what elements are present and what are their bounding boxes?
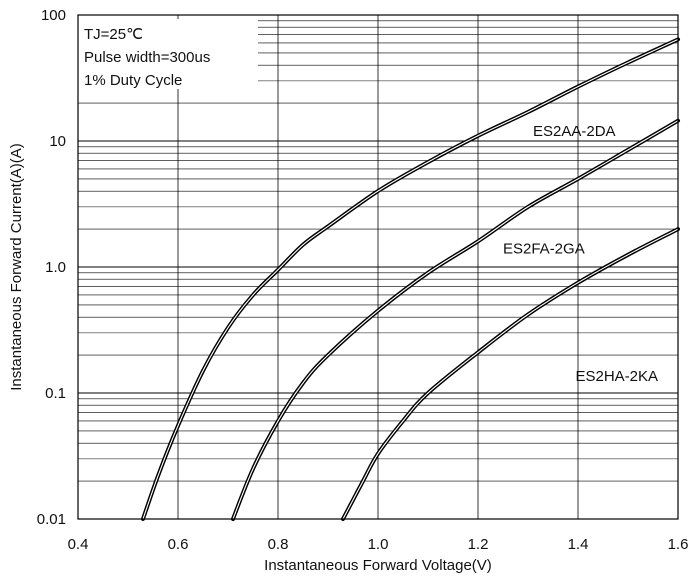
- y-tick-label: 10: [49, 133, 66, 150]
- x-tick-label: 0.6: [168, 536, 189, 553]
- x-tick-label: 1.2: [468, 536, 489, 553]
- x-tick-label: 1.0: [368, 536, 389, 553]
- series-line-es2aa-2da-core: [142, 38, 679, 520]
- condition-pulse-width: Pulse width=300us: [84, 49, 210, 66]
- y-tick-label: 1.0: [45, 259, 66, 276]
- plot-frame: [77, 14, 679, 520]
- x-tick-label: 0.8: [268, 536, 289, 553]
- grid: [78, 15, 678, 519]
- y-tick-label: 100: [41, 7, 66, 24]
- series-label-es2aa-2da: ES2AA-2DA: [533, 123, 616, 140]
- conditions-box: [78, 19, 258, 89]
- condition-temperature: TJ=25℃: [84, 26, 143, 43]
- series-label-es2fa-2ga: ES2FA-2GA: [503, 240, 585, 257]
- y-tick-label: 0.01: [37, 511, 66, 528]
- x-tick-label: 1.4: [568, 536, 589, 553]
- x-axis-title: Instantaneous Forward Voltage(V): [264, 557, 492, 574]
- series-line-es2ha-2ka-core: [342, 228, 679, 520]
- series-labels: ES2AA-2DA ES2FA-2GA ES2HA-2KA: [503, 123, 658, 385]
- y-tick-labels: 0.01 0.1 1.0 10 100: [37, 7, 66, 528]
- x-tick-labels: 0.4 0.6 0.8 1.0 1.2 1.4 1.6: [68, 536, 689, 553]
- x-tick-label: 1.6: [668, 536, 689, 553]
- x-tick-label: 0.4: [68, 536, 89, 553]
- series-line-es2fa-2ga-core: [232, 120, 679, 520]
- series-layer: [141, 37, 680, 521]
- y-tick-label: 0.1: [45, 385, 66, 402]
- y-axis-title: Instantaneous Forward Current(A)(A): [8, 143, 25, 391]
- series-line-es2fa-2ga: [231, 118, 680, 521]
- series-label-es2ha-2ka: ES2HA-2KA: [576, 368, 659, 385]
- condition-duty-cycle: 1% Duty Cycle: [84, 72, 182, 89]
